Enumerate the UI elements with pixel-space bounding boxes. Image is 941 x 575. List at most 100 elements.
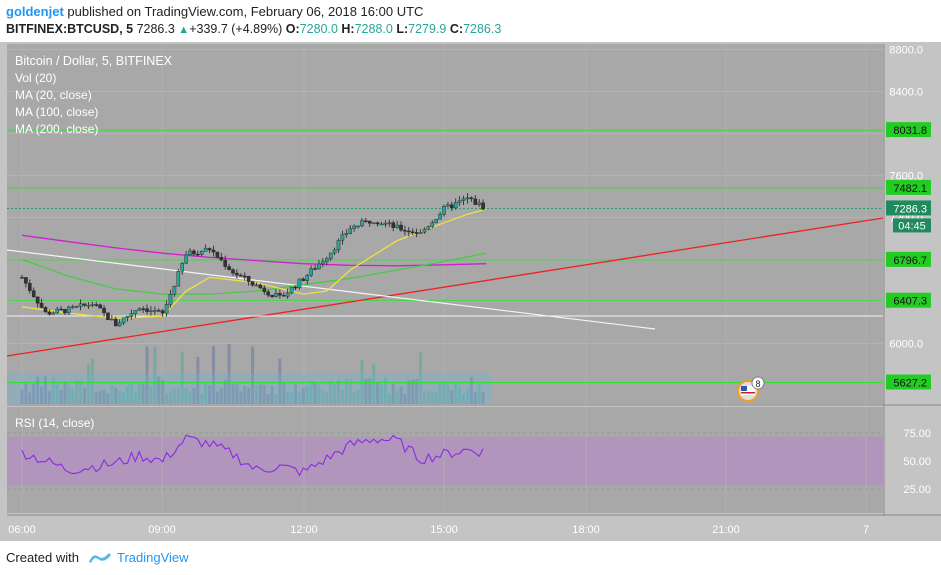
- candle-body: [59, 308, 63, 311]
- volume-bar: [434, 392, 438, 404]
- volume-bar: [94, 391, 98, 404]
- level-price-label: 6407.3: [893, 296, 927, 308]
- volume-bar: [28, 392, 32, 404]
- volume-bar: [55, 383, 59, 404]
- open-label: O:: [285, 22, 300, 36]
- volume-bar: [317, 385, 321, 404]
- tradingview-link[interactable]: TradingView: [117, 550, 189, 565]
- candle-body: [149, 310, 153, 312]
- tradingview-logo-icon[interactable]: [87, 548, 113, 566]
- price-tick-label: 7600.0: [889, 171, 923, 183]
- legend-ma20[interactable]: MA (20, close): [15, 88, 92, 102]
- last-price-label: 7286.3: [893, 203, 927, 215]
- candle-body: [67, 306, 71, 314]
- candle-body: [481, 202, 485, 210]
- candle-body: [438, 214, 442, 220]
- level-price-label: 6796.7: [893, 255, 927, 267]
- volume-bar: [477, 384, 481, 404]
- price-change: +339.7 (+4.89%): [189, 22, 283, 36]
- candle-body: [281, 295, 286, 297]
- volume-bar: [465, 389, 469, 404]
- volume-bar: [321, 390, 325, 404]
- volume-bar: [247, 387, 251, 404]
- candle-body: [113, 318, 118, 327]
- low-value: 7279.9: [408, 22, 447, 36]
- author-link[interactable]: goldenjet: [6, 4, 64, 19]
- candle-body: [207, 248, 212, 251]
- symbol-name[interactable]: BITFINEX:BTCUSD, 5: [6, 22, 134, 36]
- candle-body: [246, 276, 251, 282]
- volume-bar: [122, 392, 126, 404]
- candle-body: [31, 290, 36, 298]
- candle-body: [422, 229, 427, 233]
- time-tick-label: 06:00: [8, 524, 36, 536]
- volume-bar: [294, 384, 298, 404]
- rsi-legend[interactable]: RSI (14, close): [15, 416, 94, 430]
- volume-bar: [114, 387, 118, 404]
- us-flag-event-icon[interactable]: 8: [737, 376, 765, 402]
- volume-bar: [24, 383, 28, 404]
- level-price-tag: [886, 179, 931, 195]
- publish-line: goldenjet published on TradingView.com, …: [6, 4, 423, 19]
- volume-bar: [364, 378, 368, 404]
- volume-bar: [340, 389, 344, 404]
- level-price-tag: [886, 292, 931, 308]
- candle-body: [20, 277, 24, 279]
- candle-body: [364, 220, 368, 222]
- candle-body: [414, 232, 419, 234]
- candle-body: [117, 322, 122, 327]
- candle-body: [172, 286, 177, 295]
- volume-bar: [301, 388, 305, 404]
- volume-bar: [329, 380, 333, 404]
- candle-body: [94, 304, 99, 306]
- candle-body: [289, 286, 294, 294]
- candle-body: [28, 283, 32, 291]
- last-price-tag: [886, 200, 931, 216]
- candle-body: [141, 308, 145, 310]
- volume-bar: [262, 385, 266, 404]
- time-tick-label: 15:00: [430, 524, 458, 536]
- volume-bar: [208, 385, 212, 404]
- volume-bar: [254, 385, 258, 404]
- volume-bar: [118, 391, 122, 404]
- volume-bar: [243, 385, 247, 404]
- legend-ma200[interactable]: MA (200, close): [15, 122, 98, 136]
- candle-body: [469, 197, 474, 200]
- volume-bar: [251, 346, 255, 404]
- volume-bar: [196, 356, 200, 404]
- legend-ma100[interactable]: MA (100, close): [15, 105, 98, 119]
- candle-body: [176, 271, 181, 287]
- published-text: published on TradingView.com, February 0…: [63, 4, 424, 19]
- candle-body: [266, 291, 270, 296]
- event-count-badge: 8: [755, 379, 760, 389]
- volume-bar: [40, 386, 44, 404]
- candle-body: [285, 292, 290, 297]
- price-tick-label: 8400.0: [889, 87, 923, 99]
- volume-bar: [20, 389, 24, 404]
- candle-body: [24, 277, 28, 284]
- legend-vol[interactable]: Vol (20): [15, 71, 56, 85]
- candle-body: [332, 249, 337, 254]
- main-price-pane[interactable]: [7, 44, 883, 404]
- volume-bar: [79, 380, 83, 404]
- volume-bar: [426, 391, 430, 404]
- candle-body: [43, 307, 48, 313]
- volume-bar: [430, 392, 434, 404]
- volume-bar: [219, 387, 223, 404]
- volume-bar: [172, 388, 176, 404]
- candle-body: [410, 231, 415, 233]
- candle-body: [196, 253, 200, 256]
- volume-bar: [36, 376, 40, 404]
- volume-bar: [352, 392, 356, 404]
- candle-body: [254, 284, 259, 287]
- candle-body: [153, 310, 157, 312]
- candle-body: [457, 200, 462, 203]
- candle-body: [473, 198, 478, 205]
- candle-body: [442, 206, 446, 215]
- price-tick-label: 6000.0: [889, 339, 923, 351]
- candle-body: [102, 307, 106, 314]
- chart-canvas[interactable]: 6000.06400.06800.07200.07600.08000.08400…: [0, 42, 941, 541]
- volume-bar: [231, 383, 235, 404]
- red-trendline[interactable]: [6, 217, 884, 357]
- candle-body: [78, 303, 83, 307]
